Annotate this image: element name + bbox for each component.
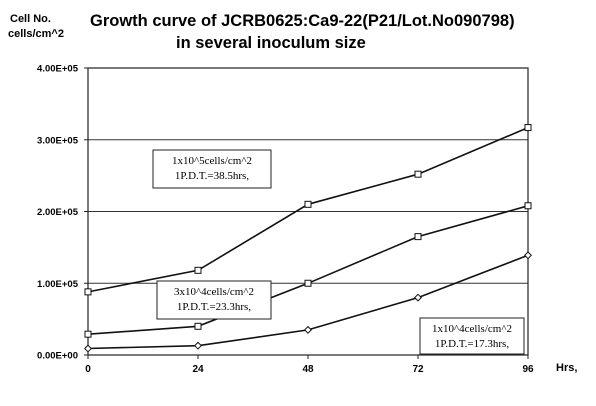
- data-point: [523, 251, 533, 260]
- y-tick-label: 0.00E+00: [37, 351, 78, 362]
- x-tick-label: 24: [192, 364, 204, 375]
- data-point: [194, 266, 202, 274]
- y-tick-label: 3.00E+05: [37, 135, 79, 146]
- x-axis-label: Hrs,: [556, 362, 577, 374]
- annotation-text: 1P.D.T.=38.5hrs,: [175, 170, 249, 182]
- y-axis-label-line2: cells/cm^2: [8, 28, 64, 40]
- annotation-text: 1P.D.T.=23.3hrs,: [177, 301, 251, 313]
- x-tick-label: 0: [85, 364, 91, 375]
- x-tick-label: 72: [412, 364, 424, 375]
- annotation-box: [152, 149, 272, 189]
- annotation-text: 1x10^4cells/cm^2: [432, 323, 512, 335]
- y-tick-label: 1.00E+05: [37, 279, 79, 290]
- data-point: [304, 279, 312, 287]
- data-point: [304, 200, 312, 208]
- x-tick-label: 96: [522, 364, 534, 375]
- annotation-text: 3x10^4cells/cm^2: [174, 286, 254, 298]
- chart-title-line1: Growth curve of JCRB0625:Ca9-22(P21/Lot.…: [90, 12, 515, 30]
- data-point: [524, 202, 532, 210]
- y-tick-label: 2.00E+05: [37, 207, 79, 218]
- data-point: [303, 325, 313, 334]
- data-point: [524, 124, 532, 132]
- chart-title-line2: in several inoculum size: [176, 34, 366, 52]
- x-tick-label: 48: [302, 364, 314, 375]
- data-point: [83, 344, 93, 353]
- y-tick-label: 4.00E+05: [37, 64, 79, 75]
- data-point: [414, 170, 422, 178]
- annotation-text: 1P.D.T.=17.3hrs,: [435, 338, 509, 350]
- data-point: [193, 341, 203, 350]
- data-point: [414, 233, 422, 241]
- data-point: [84, 288, 92, 296]
- series-line: [87, 205, 529, 335]
- data-point: [84, 330, 92, 338]
- y-axis-label-line1: Cell No.: [10, 13, 51, 25]
- annotation-box: [419, 317, 525, 355]
- annotation-text: 1x10^5cells/cm^2: [172, 155, 252, 167]
- annotation-box: [156, 280, 272, 320]
- data-point: [194, 322, 202, 330]
- data-point: [413, 293, 423, 302]
